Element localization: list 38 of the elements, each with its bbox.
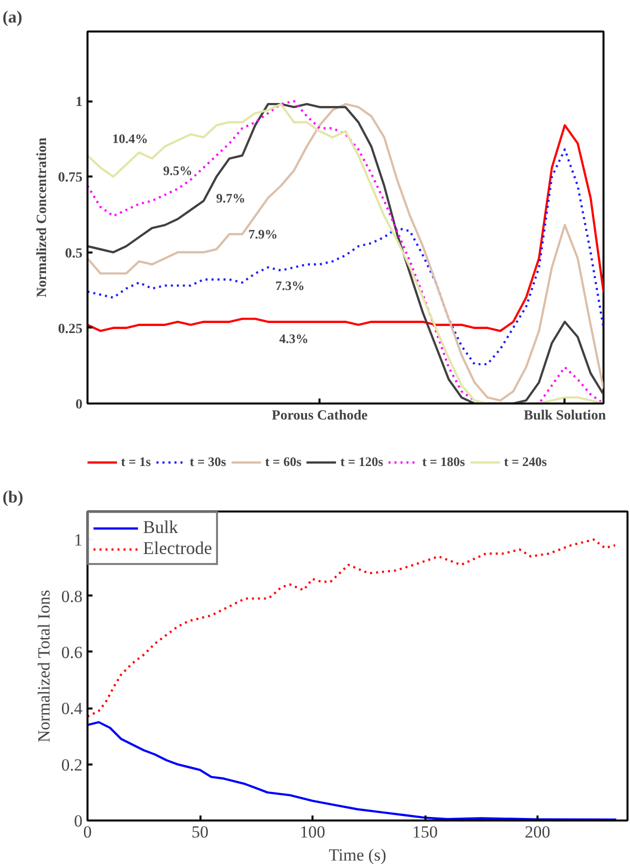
annotation: 10.4% <box>112 130 148 146</box>
legend-label: t = 30s <box>190 454 226 470</box>
y-tick-label: 0.8 <box>61 586 82 606</box>
y-tick-label: 0 <box>76 398 82 412</box>
y-tick-label: 1 <box>74 530 82 550</box>
y-tick-label: 0.6 <box>61 642 82 662</box>
line-series <box>88 538 616 718</box>
y-tick-label: 0.4 <box>61 699 83 718</box>
annotation: 9.7% <box>216 190 246 206</box>
y-axis-title: Normalized Total Ions <box>34 590 54 742</box>
legend-label: t = 120s <box>340 454 384 470</box>
x-tick-label: 200 <box>524 822 550 842</box>
annotation: 9.5% <box>163 163 192 178</box>
legend-label: t = 60s <box>265 454 302 470</box>
y-tick-label: 0.5 <box>65 246 82 262</box>
x-tick-label: Porous Cathode <box>272 408 368 424</box>
y-tick-label: 0.25 <box>58 322 82 337</box>
annotation: 7.3% <box>275 278 305 294</box>
legend-label: Bulk <box>143 517 178 538</box>
y-tick-label: 0.2 <box>61 755 82 774</box>
chart-title: (a) <box>2 8 22 26</box>
legend-label: Electrode <box>143 538 212 559</box>
y-tick-label: 1 <box>76 95 82 110</box>
line-series <box>88 124 604 332</box>
x-axis-title: Time (s) <box>328 846 386 864</box>
legend-label: t = 240s <box>504 454 547 470</box>
annotation: 7.9% <box>248 226 278 242</box>
chart-title: (b) <box>2 488 24 506</box>
line-series <box>88 148 604 366</box>
x-tick-label: 100 <box>300 822 326 842</box>
legend-label: t = 180s <box>422 454 465 470</box>
y-tick-label: 0.75 <box>58 170 82 186</box>
x-tick-label: 50 <box>192 822 208 842</box>
legend-label: t = 1s <box>121 454 151 470</box>
y-axis-title: Normalized Concentration <box>35 137 50 298</box>
x-tick-label: 150 <box>412 822 438 842</box>
x-tick-label: Bulk Solution <box>524 408 606 424</box>
annotation: 4.3% <box>279 330 309 346</box>
